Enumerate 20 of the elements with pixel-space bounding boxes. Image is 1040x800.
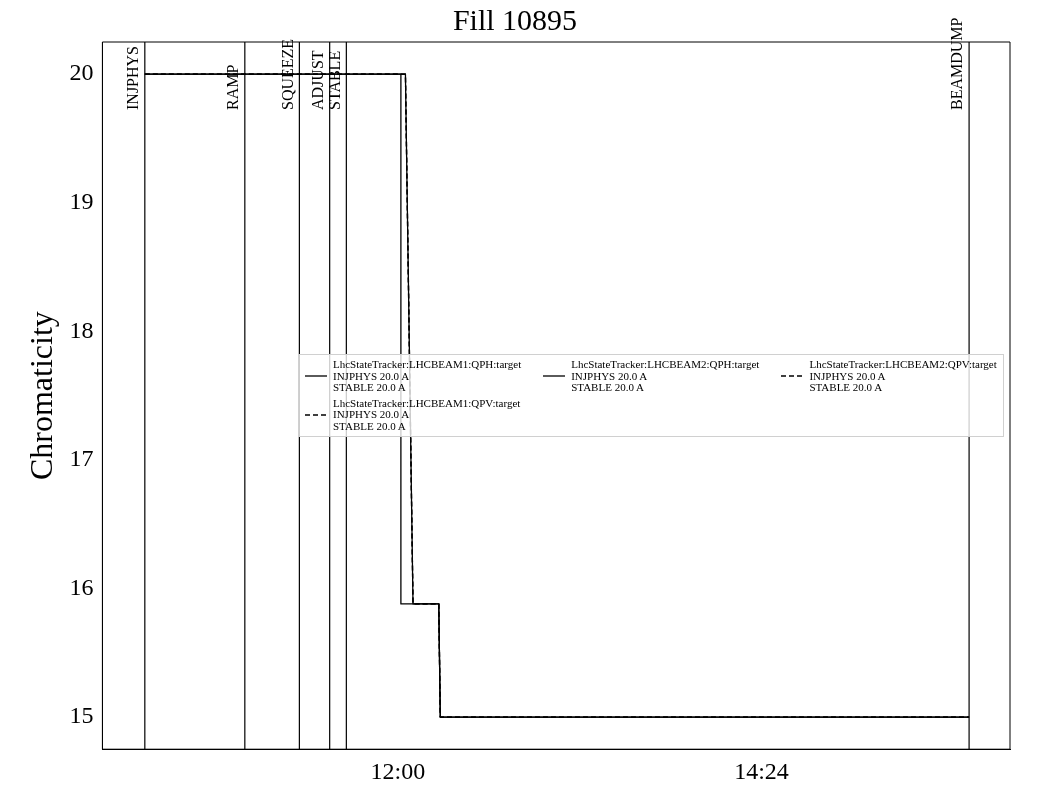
y-axis-title: Chromaticity: [22, 311, 59, 481]
legend-label: LhcStateTracker:LHCBEAM2:QPV:target INJPHYS 20.0 A STABLE 20.0 A: [809, 358, 997, 394]
y-tick-label: 16: [69, 573, 94, 600]
chart-title: Fill 10895: [452, 2, 578, 36]
ref-line-label: SQUEEZE: [278, 38, 296, 110]
y-tick-label: 15: [69, 702, 94, 729]
ref-line-label: RAMP: [224, 64, 242, 110]
ref-line-label: INJPHYS: [124, 45, 142, 110]
y-tick-label: 20: [69, 59, 94, 86]
ref-line-label: STABLE: [325, 50, 343, 110]
ref-line-label: ADJUST: [308, 50, 326, 110]
x-tick-label: 12:00: [370, 757, 426, 784]
legend-label: LhcStateTracker:LHCBEAM1:QPV:target INJPHYS 20.0 A STABLE 20.0 A: [333, 396, 521, 433]
y-tick-label: 17: [69, 445, 94, 472]
x-tick-label: 14:24: [734, 757, 789, 784]
y-tick-label: 19: [69, 188, 94, 215]
ref-line-label: BEAMDUMP: [948, 17, 966, 110]
legend-label: LhcStateTracker:LHCBEAM2:QPH:target INJPHYS 20.0 A STABLE 20.0 A: [571, 358, 760, 394]
y-tick-label: 18: [69, 316, 94, 343]
legend-label: LhcStateTracker:LHCBEAM1:QPH:target INJPHYS 20.0 A STABLE 20.0 A: [333, 358, 522, 394]
